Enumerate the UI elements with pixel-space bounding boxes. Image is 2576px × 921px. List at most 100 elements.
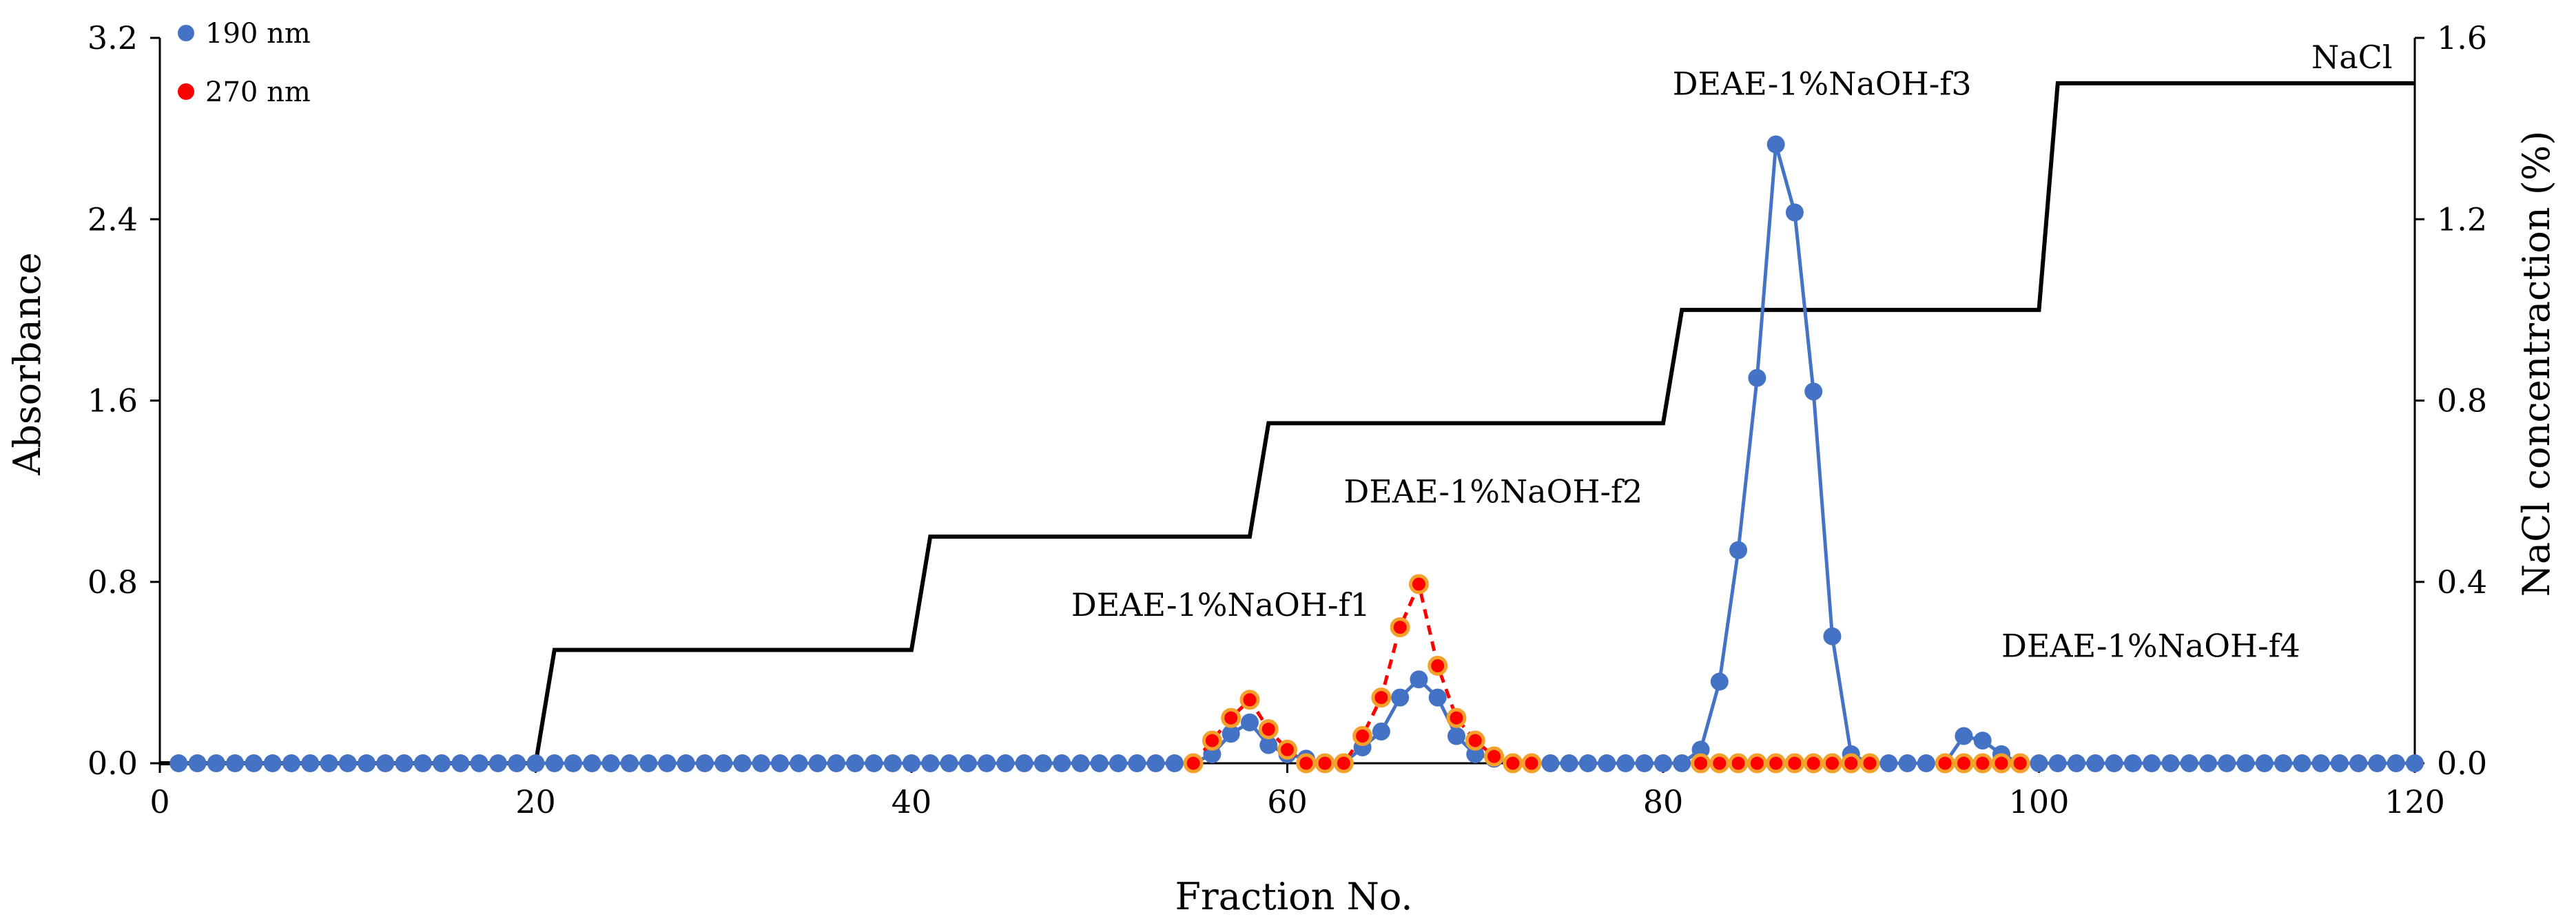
point-270nm — [1503, 753, 1523, 774]
point-190nm — [188, 754, 207, 772]
point-190nm — [564, 754, 583, 772]
point-190nm — [1748, 369, 1766, 387]
point-190nm — [1203, 745, 1222, 763]
point-190nm — [996, 754, 1015, 772]
point-270nm — [1315, 753, 1335, 774]
point-270nm — [1221, 707, 1241, 728]
point-190nm — [601, 754, 620, 772]
y-tick-label: 1.6 — [87, 382, 138, 420]
x-tick-label: 40 — [892, 783, 932, 820]
y2-axis-title: NaCl concentraction (%) — [2515, 131, 2558, 597]
point-190nm — [1823, 627, 1842, 645]
point-190nm — [639, 754, 658, 772]
point-190nm — [1033, 754, 1052, 772]
point-270nm — [1709, 753, 1730, 774]
point-190nm — [2143, 754, 2161, 772]
point-270nm — [1859, 753, 1880, 774]
point-190nm — [2123, 754, 2142, 772]
point-270nm — [1183, 753, 1204, 774]
point-190nm — [263, 754, 282, 772]
point-190nm — [2236, 754, 2255, 772]
point-190nm — [245, 754, 263, 772]
point-190nm — [2274, 754, 2293, 772]
point-190nm — [301, 754, 320, 772]
point-190nm — [808, 754, 827, 772]
point-190nm — [921, 754, 940, 772]
y-tick-label: 3.2 — [87, 19, 138, 56]
point-190nm — [2030, 754, 2048, 772]
point-190nm — [2180, 754, 2198, 772]
point-190nm — [1766, 135, 1785, 154]
point-270nm — [1428, 656, 1448, 676]
point-190nm — [1146, 754, 1165, 772]
point-270nm — [1803, 753, 1824, 774]
point-270nm — [1822, 753, 1842, 774]
point-190nm — [169, 754, 188, 772]
point-190nm — [1410, 670, 1428, 689]
y2-tick-label: 1.6 — [2437, 19, 2487, 56]
point-190nm — [1955, 727, 1973, 745]
point-190nm — [1053, 754, 1071, 772]
point-190nm — [1635, 754, 1653, 772]
point-190nm — [433, 754, 451, 772]
chart-labels: Fraction No. Absorbance NaCl concentract… — [6, 19, 2558, 918]
point-190nm — [940, 754, 958, 772]
point-190nm — [508, 754, 526, 772]
point-190nm — [470, 754, 488, 772]
point-190nm — [282, 754, 300, 772]
point-190nm — [1598, 754, 1616, 772]
point-190nm — [2368, 754, 2387, 772]
y2-tick-label: 0.8 — [2437, 382, 2487, 420]
point-270nm — [1935, 753, 1955, 774]
point-190nm — [1560, 754, 1578, 772]
point-270nm — [1521, 753, 1542, 774]
point-190nm — [545, 754, 564, 772]
point-270nm — [1277, 739, 1297, 760]
x-tick-label: 20 — [515, 783, 556, 820]
annotation-label: DEAE-1%NaOH-f4 — [2001, 627, 2300, 664]
point-190nm — [883, 754, 902, 772]
point-190nm — [2255, 754, 2274, 772]
point-190nm — [2048, 754, 2067, 772]
point-190nm — [771, 754, 790, 772]
point-190nm — [903, 754, 920, 772]
legend: 190 nm 270 nm — [178, 18, 311, 108]
x-axis-title: Fraction No. — [1175, 875, 1412, 918]
point-270nm — [1333, 753, 1354, 774]
point-270nm — [1691, 753, 1711, 774]
legend-marker-270nm — [178, 83, 194, 100]
point-270nm — [1390, 617, 1410, 638]
point-190nm — [583, 754, 601, 772]
legend-label-270nm: 270 nm — [205, 76, 311, 108]
x-tick-label: 120 — [2384, 783, 2445, 820]
point-190nm — [1259, 736, 1278, 754]
point-190nm — [695, 754, 714, 772]
y-tick-label: 2.4 — [87, 200, 138, 238]
point-190nm — [1447, 727, 1465, 745]
point-190nm — [2387, 754, 2405, 772]
point-190nm — [958, 754, 977, 772]
y-axis-title: Absorbance — [6, 252, 49, 475]
point-190nm — [827, 754, 845, 772]
annotation-label: NaCl — [2311, 39, 2393, 76]
point-190nm — [2218, 754, 2236, 772]
point-270nm — [1239, 690, 1260, 710]
point-190nm — [1654, 754, 1672, 772]
x-tick-label: 100 — [2009, 783, 2070, 820]
point-190nm — [2330, 754, 2349, 772]
point-190nm — [1165, 754, 1184, 772]
point-190nm — [733, 754, 752, 772]
point-190nm — [1240, 713, 1259, 732]
point-270nm — [2010, 753, 2030, 774]
point-190nm — [2198, 754, 2217, 772]
point-190nm — [413, 754, 432, 772]
point-270nm — [1746, 753, 1767, 774]
point-270nm — [1446, 707, 1467, 728]
annotation-label: DEAE-1%NaOH-f3 — [1673, 65, 1972, 102]
point-190nm — [1973, 732, 1992, 750]
point-190nm — [488, 754, 507, 772]
point-190nm — [2086, 754, 2105, 772]
y-tick-label: 0.8 — [87, 563, 138, 601]
point-190nm — [1917, 754, 1935, 772]
